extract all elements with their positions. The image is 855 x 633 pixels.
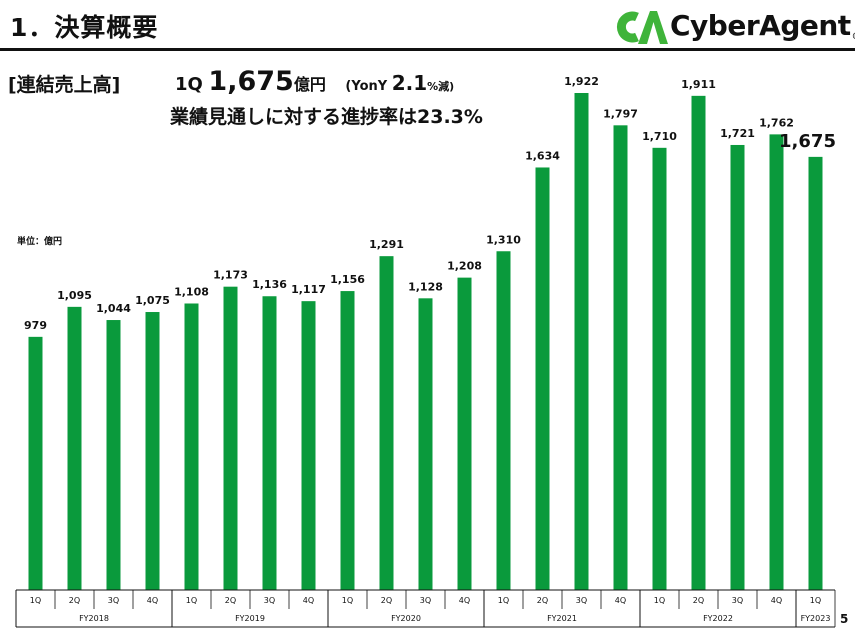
x-tick-label: 3Q (732, 596, 743, 605)
bar (28, 336, 43, 590)
bar-value-label: 1,156 (330, 273, 365, 286)
bar (574, 93, 589, 590)
bar-value-label: 1,310 (486, 233, 521, 246)
x-tick-label: 4Q (147, 596, 158, 605)
bar (340, 291, 355, 590)
x-tick-label: 3Q (108, 596, 119, 605)
page-number: 5 (840, 612, 849, 626)
bar (418, 298, 433, 590)
bar (145, 312, 160, 590)
bar (184, 303, 199, 590)
bar (106, 320, 121, 590)
headline-amount-unit: 億円 (293, 75, 326, 94)
fiscal-year-label: FY2021 (547, 614, 577, 623)
bar-value-label: 1,675 (779, 131, 836, 152)
x-tick-label: 3Q (264, 596, 275, 605)
fiscal-year-label: FY2023 (801, 614, 831, 623)
logo-wordmark: CyberAgent® (670, 9, 855, 42)
bar (808, 156, 823, 590)
bar-value-label: 1,208 (447, 260, 482, 273)
bar-value-label: 1,095 (57, 289, 92, 302)
x-tick-label: 3Q (420, 596, 431, 605)
bar (652, 147, 667, 590)
x-tick-label: 1Q (810, 596, 821, 605)
x-tick-label: 2Q (225, 596, 236, 605)
bar-value-label: 1,710 (642, 130, 677, 143)
bar-value-label: 1,291 (369, 238, 404, 251)
x-tick-label: 3Q (576, 596, 587, 605)
headline-amount: 1,675 (208, 66, 294, 97)
bar-value-label: 1,797 (603, 107, 638, 120)
bar (691, 95, 706, 591)
bar (379, 256, 394, 590)
x-tick-label: 2Q (381, 596, 392, 605)
bar (535, 167, 550, 591)
bar-value-label: 1,634 (525, 149, 560, 162)
headline: 1Q 1,675億円 (YonY 2.1%減) (175, 66, 454, 97)
ca-logo-icon (616, 11, 668, 44)
bar (496, 251, 511, 590)
x-tick-label: 2Q (537, 596, 548, 605)
x-tick-label: 2Q (693, 596, 704, 605)
x-tick-label: 4Q (615, 596, 626, 605)
bar (223, 286, 238, 590)
page-title: 1．決算概要 (10, 13, 159, 42)
fiscal-year-label: FY2018 (79, 614, 109, 623)
bar (301, 301, 316, 590)
bar-value-label: 1,075 (135, 294, 170, 307)
unit-note: 単位：億円 (17, 237, 63, 247)
x-tick-label: 1Q (498, 596, 509, 605)
title-divider (0, 48, 855, 51)
bar (730, 144, 745, 591)
headline-quarter: 1Q (175, 74, 203, 95)
cyberagent-logo: CyberAgent® (616, 8, 855, 46)
headline-yoy: (YonY 2.1%減) (345, 71, 455, 95)
x-tick-label: 4Q (771, 596, 782, 605)
bar-value-label: 1,173 (213, 269, 248, 282)
bar-value-label: 1,922 (564, 75, 599, 88)
x-tick-label: 1Q (30, 596, 41, 605)
fiscal-year-label: FY2022 (703, 614, 733, 623)
bar-value-label: 1,136 (252, 278, 287, 291)
fiscal-year-label: FY2019 (235, 614, 265, 623)
x-tick-label: 1Q (186, 596, 197, 605)
section-label: [連結売上高] (8, 74, 121, 96)
bar (457, 277, 472, 590)
bar-value-label: 1,911 (681, 78, 716, 91)
bar (67, 306, 82, 590)
bar (769, 134, 784, 590)
progress-rate-text: 業績見通しに対する進捗率は23.3% (170, 106, 483, 128)
bar-value-label: 1,044 (96, 302, 131, 315)
x-tick-label: 2Q (69, 596, 80, 605)
bar-value-label: 979 (24, 319, 47, 332)
bar-value-label: 1,108 (174, 285, 209, 298)
bar-value-label: 1,762 (759, 116, 794, 129)
bar-value-label: 1,117 (291, 283, 326, 296)
x-tick-label: 4Q (303, 596, 314, 605)
x-tick-label: 1Q (342, 596, 353, 605)
bar (262, 296, 277, 590)
x-tick-label: 4Q (459, 596, 470, 605)
x-tick-label: 1Q (654, 596, 665, 605)
bar-value-label: 1,128 (408, 280, 443, 293)
bar-value-label: 1,721 (720, 127, 755, 140)
bar (613, 125, 628, 591)
fiscal-year-label: FY2020 (391, 614, 421, 623)
